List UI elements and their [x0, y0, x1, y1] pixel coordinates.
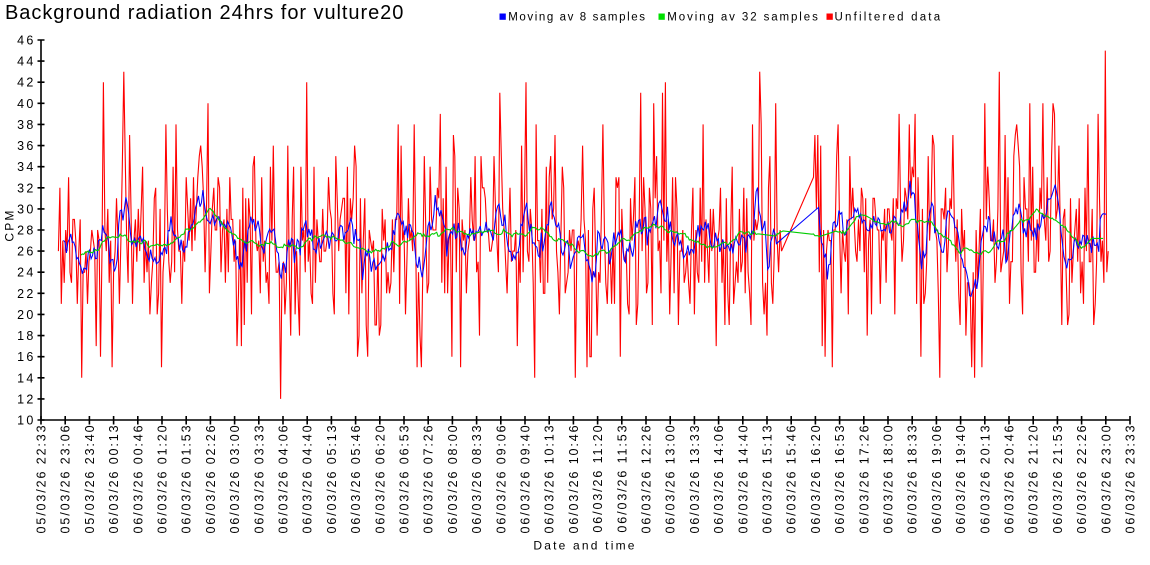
svg-text:06/03/26 21:53: 06/03/26 21:53: [1051, 424, 1065, 534]
svg-text:06/03/26 20:46: 06/03/26 20:46: [1003, 424, 1017, 534]
svg-text:06/03/26 17:26: 06/03/26 17:26: [857, 424, 871, 534]
svg-text:06/03/26 18:00: 06/03/26 18:00: [882, 424, 896, 534]
svg-text:Unfiltered data: Unfiltered data: [835, 12, 943, 24]
svg-text:06/03/26 12:26: 06/03/26 12:26: [640, 424, 654, 534]
svg-text:32: 32: [17, 181, 36, 195]
svg-text:06/03/26 00:46: 06/03/26 00:46: [131, 424, 145, 534]
svg-text:06/03/26 08:33: 06/03/26 08:33: [470, 423, 484, 533]
svg-text:05/03/26 22:33: 05/03/26 22:33: [35, 424, 49, 534]
svg-text:42: 42: [17, 76, 36, 90]
svg-text:06/03/26 04:06: 06/03/26 04:06: [277, 424, 291, 534]
svg-text:38: 38: [17, 118, 36, 132]
svg-text:06/03/26 11:53: 06/03/26 11:53: [615, 424, 629, 533]
svg-text:06/03/26 16:53: 06/03/26 16:53: [833, 424, 847, 534]
svg-text:28: 28: [17, 224, 36, 238]
svg-text:06/03/26 06:20: 06/03/26 06:20: [373, 424, 387, 534]
svg-text:06/03/26 20:13: 06/03/26 20:13: [978, 424, 992, 534]
svg-text:06/03/26 09:40: 06/03/26 09:40: [519, 424, 533, 534]
svg-text:12: 12: [17, 392, 36, 406]
svg-text:44: 44: [17, 55, 36, 69]
svg-text:18: 18: [17, 329, 36, 343]
svg-text:22: 22: [17, 287, 36, 301]
svg-text:06/03/26 03:00: 06/03/26 03:00: [228, 424, 242, 534]
svg-text:06/03/26 04:40: 06/03/26 04:40: [301, 424, 315, 534]
svg-text:06/03/26 05:13: 06/03/26 05:13: [325, 424, 339, 534]
svg-text:05/03/26 23:06: 05/03/26 23:06: [59, 424, 73, 534]
svg-text:06/03/26 03:33: 06/03/26 03:33: [252, 424, 266, 534]
svg-text:06/03/26 18:33: 06/03/26 18:33: [906, 423, 920, 533]
svg-text:06/03/26 19:40: 06/03/26 19:40: [954, 424, 968, 534]
svg-text:06/03/26 13:00: 06/03/26 13:00: [664, 424, 678, 534]
svg-text:06/03/26 14:40: 06/03/26 14:40: [736, 424, 750, 534]
svg-text:06/03/26 23:00: 06/03/26 23:00: [1099, 424, 1113, 534]
svg-text:Date and time: Date and time: [533, 539, 636, 553]
svg-text:Moving av 8 samples: Moving av 8 samples: [508, 12, 646, 24]
svg-text:06/03/26 11:20: 06/03/26 11:20: [591, 424, 605, 533]
svg-text:06/03/26 10:13: 06/03/26 10:13: [543, 424, 557, 534]
svg-text:06/03/26 21:20: 06/03/26 21:20: [1027, 424, 1041, 534]
svg-text:06/03/26 02:26: 06/03/26 02:26: [204, 424, 218, 534]
svg-text:06/03/26 09:06: 06/03/26 09:06: [494, 424, 508, 534]
svg-text:14: 14: [17, 371, 36, 385]
svg-text:10: 10: [17, 414, 36, 428]
svg-text:06/03/26 15:46: 06/03/26 15:46: [785, 424, 799, 534]
svg-text:06/03/26 14:06: 06/03/26 14:06: [712, 424, 726, 534]
svg-text:06/03/26 15:13: 06/03/26 15:13: [761, 424, 775, 534]
svg-text:06/03/26 07:26: 06/03/26 07:26: [422, 424, 436, 534]
svg-text:Background radiation 24hrs for: Background radiation 24hrs for vulture20: [5, 2, 404, 24]
svg-text:30: 30: [17, 202, 36, 216]
svg-text:06/03/26 10:46: 06/03/26 10:46: [567, 424, 581, 534]
svg-text:06/03/26 16:20: 06/03/26 16:20: [809, 424, 823, 534]
svg-text:20: 20: [17, 308, 36, 322]
svg-text:26: 26: [17, 245, 36, 259]
svg-text:36: 36: [17, 139, 36, 153]
svg-text:05/03/26 23:40: 05/03/26 23:40: [83, 424, 97, 534]
svg-text:06/03/26 22:26: 06/03/26 22:26: [1075, 424, 1089, 534]
svg-text:06/03/26 06:53: 06/03/26 06:53: [398, 424, 412, 534]
svg-text:06/03/26 05:46: 06/03/26 05:46: [349, 424, 363, 534]
svg-text:CPM: CPM: [3, 208, 17, 241]
svg-text:06/03/26 00:13: 06/03/26 00:13: [107, 424, 121, 534]
svg-text:Moving av 32 samples: Moving av 32 samples: [667, 12, 819, 24]
svg-text:06/03/26 01:53: 06/03/26 01:53: [180, 424, 194, 534]
svg-text:06/03/26 13:33: 06/03/26 13:33: [688, 424, 702, 534]
svg-text:46: 46: [17, 34, 36, 48]
svg-text:24: 24: [17, 266, 36, 280]
svg-text:06/03/26 19:06: 06/03/26 19:06: [930, 424, 944, 534]
svg-text:34: 34: [17, 160, 36, 174]
svg-text:40: 40: [17, 97, 36, 111]
svg-text:06/03/26 01:20: 06/03/26 01:20: [156, 424, 170, 534]
svg-text:16: 16: [17, 350, 36, 364]
svg-text:06/03/26 23:33: 06/03/26 23:33: [1124, 424, 1138, 534]
svg-text:06/03/26 08:00: 06/03/26 08:00: [446, 424, 460, 534]
